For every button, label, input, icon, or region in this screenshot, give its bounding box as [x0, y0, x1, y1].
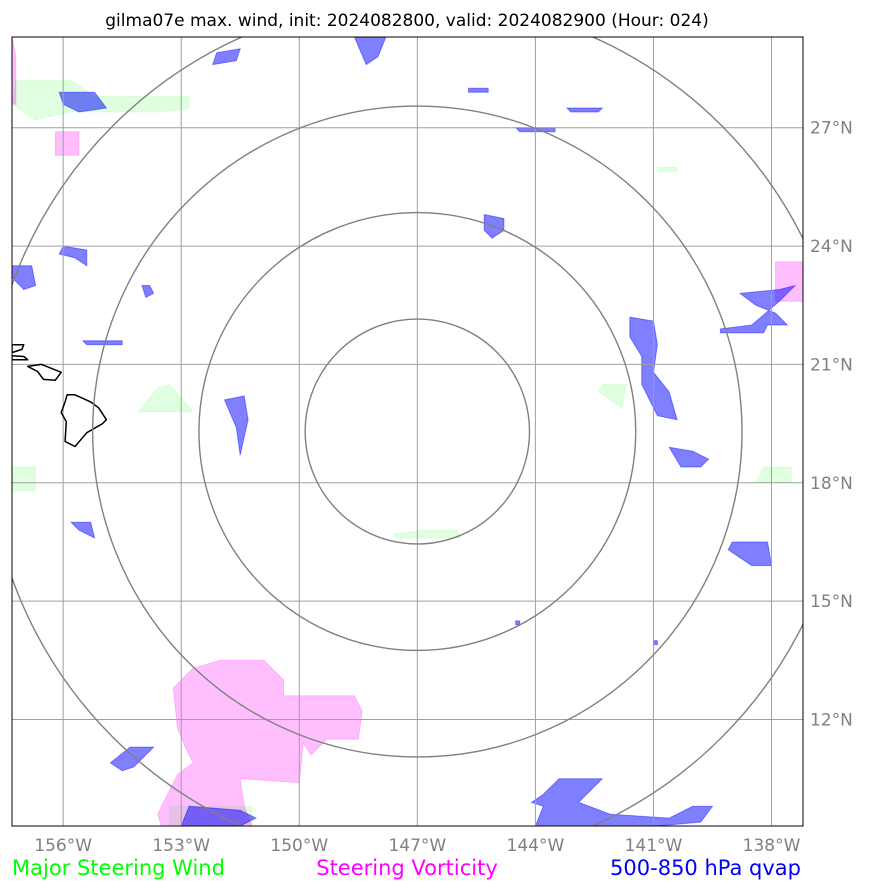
- island-outline: [12, 343, 25, 354]
- x-tick-label: 138°W: [743, 836, 801, 856]
- hawaii-coastline: [12, 343, 108, 448]
- y-tick-label: 18°N: [810, 474, 853, 494]
- range-ring: [304, 318, 531, 545]
- qvap-region: [12, 265, 37, 291]
- legend-qvap: 500-850 hPa qvap: [610, 856, 801, 880]
- steering-vorticity-region: [12, 37, 17, 105]
- x-tick-label: 147°W: [388, 836, 446, 856]
- qvap-region: [180, 805, 258, 826]
- y-axis-ticks: 27°N 24°N 21°N 18°N 15°N 12°N: [810, 119, 853, 731]
- qvap-region: [141, 285, 155, 299]
- qvap-region: [211, 48, 241, 66]
- qvap-region: [515, 620, 521, 626]
- qvap-region: [81, 340, 123, 346]
- y-tick-label: 27°N: [810, 119, 853, 139]
- island-outline: [26, 363, 62, 381]
- chart-title: gilma07e max. wind, init: 2024082800, va…: [105, 11, 708, 31]
- steering-wind-region: [12, 466, 37, 492]
- x-tick-label: 153°W: [152, 836, 210, 856]
- range-ring: [91, 105, 743, 758]
- qvap-region: [653, 640, 658, 645]
- steering-wind-region: [597, 383, 627, 409]
- qvap-region: [530, 778, 714, 826]
- steering-wind-region: [136, 383, 195, 413]
- qvap-region: [223, 395, 249, 456]
- y-tick-label: 15°N: [810, 592, 853, 612]
- steering-vorticity-layer: [12, 37, 803, 826]
- qvap-region: [353, 37, 387, 66]
- qvap-region: [69, 521, 96, 539]
- range-ring: [12, 37, 803, 826]
- steering-wind-region: [754, 466, 792, 484]
- qvap-region: [719, 284, 797, 334]
- plot-frame: [11, 36, 804, 827]
- steering-wind-region: [12, 79, 190, 121]
- legend-steering-vorticity: Steering Vorticity: [316, 856, 498, 880]
- x-tick-label: 141°W: [625, 836, 683, 856]
- island-outline: [12, 355, 29, 361]
- x-tick-label: 144°W: [507, 836, 565, 856]
- steering-vorticity-region: [54, 131, 80, 156]
- qvap-region: [468, 87, 489, 93]
- qvap-region: [58, 91, 108, 113]
- qvap-region: [668, 446, 710, 468]
- qvap-region: [565, 107, 604, 113]
- steering-vorticity-region: [157, 659, 363, 826]
- y-tick-label: 21°N: [810, 355, 853, 375]
- island-outline: [60, 394, 108, 448]
- qvap-layer: [12, 37, 797, 826]
- y-tick-label: 24°N: [810, 237, 853, 257]
- legend-major-steering-wind: Major Steering Wind: [12, 856, 225, 880]
- x-tick-label: 150°W: [270, 836, 328, 856]
- steering-wind-region: [656, 166, 678, 172]
- range-ring: [198, 211, 637, 652]
- gridlines: [12, 37, 803, 826]
- steering-wind-region: [392, 529, 462, 539]
- y-tick-label: 12°N: [810, 710, 853, 730]
- x-tick-label: 156°W: [34, 836, 92, 856]
- qvap-region: [109, 746, 155, 772]
- qvap-region: [58, 245, 88, 267]
- range-rings: [12, 37, 803, 826]
- x-axis-ticks: 156°W 153°W 150°W 147°W 144°W 141°W 138°W: [34, 836, 800, 856]
- qvap-region: [727, 541, 773, 567]
